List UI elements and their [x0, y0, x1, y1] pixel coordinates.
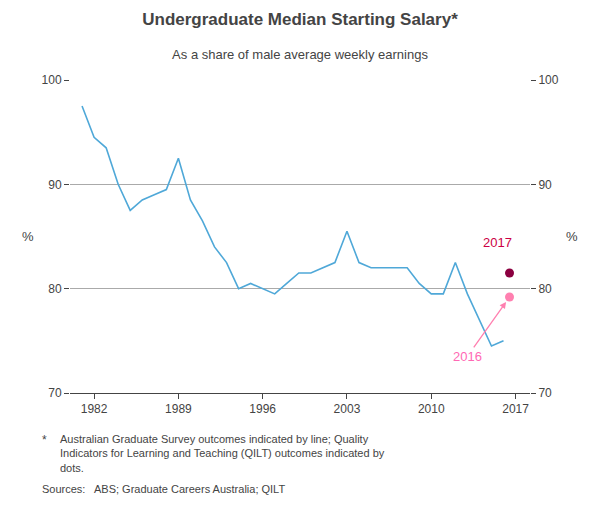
- svg-text:1996: 1996: [249, 402, 276, 416]
- svg-text:2010: 2010: [418, 402, 445, 416]
- svg-text:1982: 1982: [81, 402, 108, 416]
- svg-text:Australian Graduate Survey out: Australian Graduate Survey outcomes indi…: [60, 433, 385, 474]
- svg-text:80: 80: [48, 282, 62, 296]
- svg-text:2016: 2016: [453, 349, 482, 364]
- svg-text:90: 90: [538, 178, 552, 192]
- svg-text:70: 70: [48, 386, 62, 400]
- svg-text:70: 70: [538, 386, 552, 400]
- svg-text:Sources: ABS; Graduate Caree: Sources: ABS; Graduate Careers Australia…: [42, 483, 285, 495]
- svg-text:%: %: [22, 229, 34, 244]
- svg-text:%: %: [566, 229, 578, 244]
- svg-text:2003: 2003: [334, 402, 361, 416]
- svg-text:100: 100: [538, 73, 558, 87]
- svg-text:As a share of male average wee: As a share of male average weekly earnin…: [172, 47, 428, 62]
- svg-text:Undergraduate Median Starting: Undergraduate Median Starting Salary*: [142, 10, 458, 29]
- svg-text:2017: 2017: [483, 235, 512, 250]
- svg-text:1989: 1989: [165, 402, 192, 416]
- svg-text:90: 90: [48, 178, 62, 192]
- svg-text:2017: 2017: [502, 402, 529, 416]
- svg-text:*: *: [42, 433, 47, 447]
- svg-text:100: 100: [42, 73, 62, 87]
- svg-text:80: 80: [538, 282, 552, 296]
